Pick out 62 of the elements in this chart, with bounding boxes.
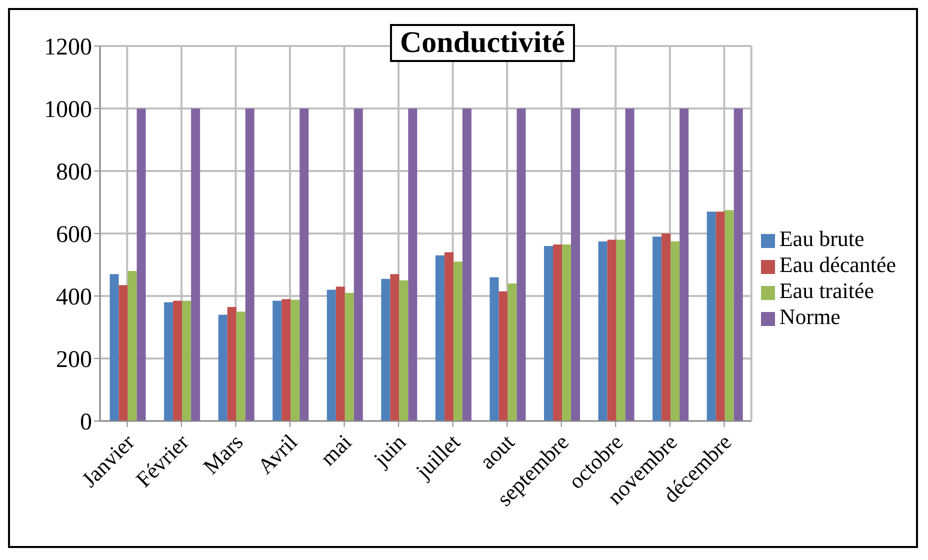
bar <box>680 108 689 421</box>
bar <box>227 306 236 421</box>
bar <box>553 244 562 421</box>
y-tick-label: 600 <box>56 222 92 248</box>
legend-label: Eau décantée <box>779 252 896 277</box>
legend-label: Eau brute <box>779 226 864 251</box>
bar <box>164 302 174 421</box>
bar <box>652 236 662 421</box>
bar <box>598 241 608 421</box>
y-tick-label: 200 <box>56 347 92 374</box>
x-tick-label: mai <box>315 429 356 470</box>
bar <box>326 290 336 421</box>
bar <box>182 300 192 421</box>
bar <box>498 291 508 421</box>
bar <box>516 108 526 421</box>
bar <box>544 246 554 421</box>
bar <box>724 210 734 421</box>
bar <box>191 108 200 421</box>
bar <box>462 108 472 421</box>
bar <box>734 108 743 421</box>
x-tick-label: juin <box>368 429 411 472</box>
bar <box>607 240 616 421</box>
legend-label: Norme <box>779 304 840 329</box>
y-tick-label: 1000 <box>44 97 92 124</box>
y-tick-label: 1200 <box>44 34 92 61</box>
bar <box>616 240 626 421</box>
bar <box>218 314 228 421</box>
y-tick-label: 0 <box>80 410 92 436</box>
bar <box>290 300 300 421</box>
bar <box>245 108 254 421</box>
bar <box>236 312 246 421</box>
bar <box>282 299 291 421</box>
bar <box>344 292 354 421</box>
bar <box>118 285 128 421</box>
bar <box>490 277 499 421</box>
bar <box>173 300 182 421</box>
bar <box>399 280 408 421</box>
bar <box>670 241 680 421</box>
bar <box>272 300 282 421</box>
y-tick-label: 400 <box>56 284 92 311</box>
bar <box>662 234 671 421</box>
bar <box>444 252 454 421</box>
bar <box>571 108 580 421</box>
bar <box>354 108 363 421</box>
bar <box>300 108 309 421</box>
bar <box>453 262 462 421</box>
y-tick-label: 800 <box>56 160 92 186</box>
bar <box>336 286 345 421</box>
bar <box>508 284 517 421</box>
bar <box>408 108 418 421</box>
bar <box>136 108 146 421</box>
bar <box>716 212 725 421</box>
legend-label: Eau traitée <box>779 278 874 303</box>
bar <box>706 212 716 421</box>
bar <box>110 274 119 421</box>
bar <box>390 274 400 421</box>
chart-title: Conductivité <box>390 24 575 62</box>
bar <box>562 244 572 421</box>
bar <box>435 255 444 421</box>
bar <box>381 278 390 421</box>
bar <box>128 271 137 421</box>
bar <box>625 108 634 421</box>
